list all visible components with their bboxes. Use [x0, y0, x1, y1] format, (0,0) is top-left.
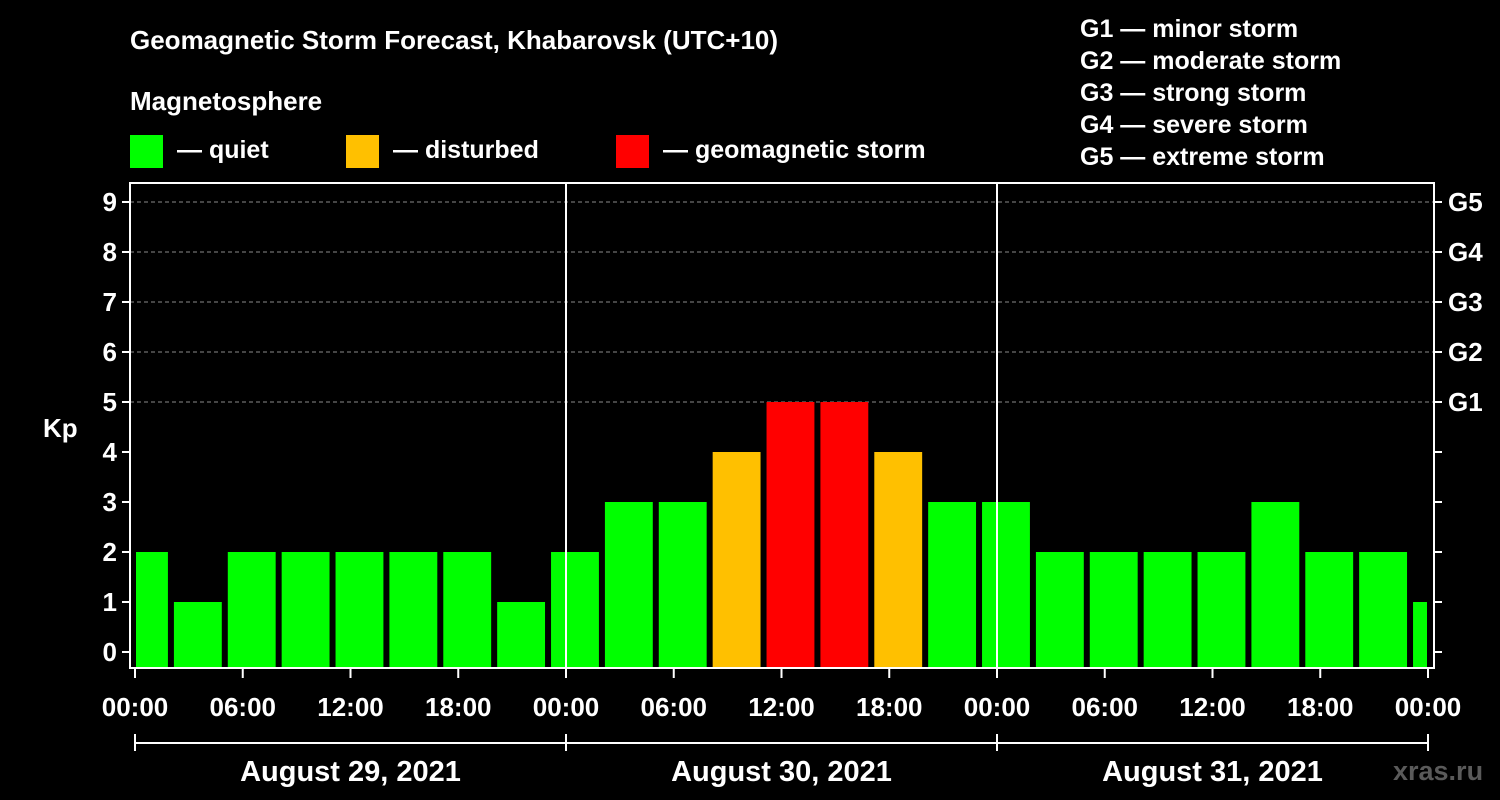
bar-13	[820, 402, 869, 668]
bar-17	[1035, 552, 1084, 668]
x-tick-label-6: 12:00	[748, 692, 815, 722]
storm-scale-g4: G4 — severe storm	[1080, 111, 1308, 139]
bar-18	[1089, 552, 1138, 668]
bar-11	[712, 452, 761, 668]
x-tick-label-11: 18:00	[1287, 692, 1354, 722]
bar-8	[551, 552, 599, 668]
x-tick-label-7: 18:00	[856, 692, 923, 722]
chart-title: Geomagnetic Storm Forecast, Khabarovsk (…	[130, 25, 778, 55]
legend-label-quiet: — quiet	[177, 136, 269, 164]
bar-20	[1197, 552, 1246, 668]
day-label-2: August 31, 2021	[1102, 756, 1323, 788]
bar-23	[1359, 552, 1408, 668]
x-tick-label-8: 00:00	[964, 692, 1031, 722]
y-tick-label-8: 8	[103, 237, 117, 267]
bar-24	[1413, 602, 1427, 668]
y-tick-label-0: 0	[103, 637, 117, 667]
g-label-g2: G2	[1448, 337, 1483, 367]
bar-9	[604, 502, 653, 668]
bar-3	[281, 552, 330, 668]
y-tick-label-3: 3	[103, 487, 117, 517]
tick-labels: 0 1 2 3 4 5 6 7 8 9 G1 G2 G3 G4 G5 00:00 06:00 12:00 18:00…	[102, 187, 1483, 788]
bar-16	[982, 502, 1030, 668]
y-tick-label-7: 7	[103, 287, 117, 317]
y-tick-label-4: 4	[103, 437, 118, 467]
x-tick-label-2: 12:00	[317, 692, 384, 722]
g-label-g4: G4	[1448, 237, 1483, 267]
x-tick-label-9: 06:00	[1072, 692, 1139, 722]
legend-swatch-quiet	[130, 135, 163, 168]
bar-1	[173, 602, 222, 668]
legend-swatch-disturbed	[346, 135, 379, 168]
y-tick-label-9: 9	[103, 187, 117, 217]
legend-label-storm: — geomagnetic storm	[663, 136, 926, 164]
g-label-g5: G5	[1448, 187, 1483, 217]
x-tick-label-3: 18:00	[425, 692, 492, 722]
bar-22	[1305, 552, 1354, 668]
grid-lines	[130, 201, 1434, 403]
bar-12	[766, 402, 815, 668]
x-tick-label-5: 06:00	[641, 692, 708, 722]
legend-title: Magnetosphere	[130, 86, 322, 116]
bar-2	[227, 552, 276, 668]
x-tick-label-10: 12:00	[1179, 692, 1246, 722]
y-tick-label-5: 5	[103, 387, 117, 417]
x-tick-label-12: 00:00	[1395, 692, 1462, 722]
bar-7	[497, 602, 546, 668]
bar-4	[335, 552, 384, 668]
bar-15	[928, 502, 977, 668]
x-tick-label-0: 00:00	[102, 692, 169, 722]
axes	[122, 182, 1442, 751]
x-tick-label-4: 00:00	[533, 692, 600, 722]
day-label-0: August 29, 2021	[240, 756, 461, 788]
bar-6	[443, 552, 492, 668]
legend-label-disturbed: — disturbed	[393, 136, 539, 164]
bar-21	[1251, 502, 1300, 668]
bar-10	[658, 502, 707, 668]
bar-5	[389, 552, 438, 668]
y-axis-label: Kp	[43, 413, 78, 443]
y-tick-label-1: 1	[103, 587, 117, 617]
watermark: xras.ru	[1393, 756, 1483, 786]
bar-0	[136, 552, 168, 668]
y-tick-label-2: 2	[103, 537, 117, 567]
storm-scale-g1: G1 — minor storm	[1080, 15, 1298, 43]
bar-19	[1143, 552, 1192, 668]
bars	[136, 402, 1427, 668]
storm-scale-g5: G5 — extreme storm	[1080, 143, 1325, 171]
storm-scale-g3: G3 — strong storm	[1080, 79, 1306, 107]
bar-14	[874, 452, 923, 668]
storm-scale-g2: G2 — moderate storm	[1080, 47, 1341, 75]
legend-swatch-storm	[616, 135, 649, 168]
day-label-1: August 30, 2021	[671, 756, 892, 788]
g-label-g1: G1	[1448, 387, 1483, 417]
x-tick-label-1: 06:00	[210, 692, 277, 722]
y-tick-label-6: 6	[103, 337, 117, 367]
g-label-g3: G3	[1448, 287, 1483, 317]
